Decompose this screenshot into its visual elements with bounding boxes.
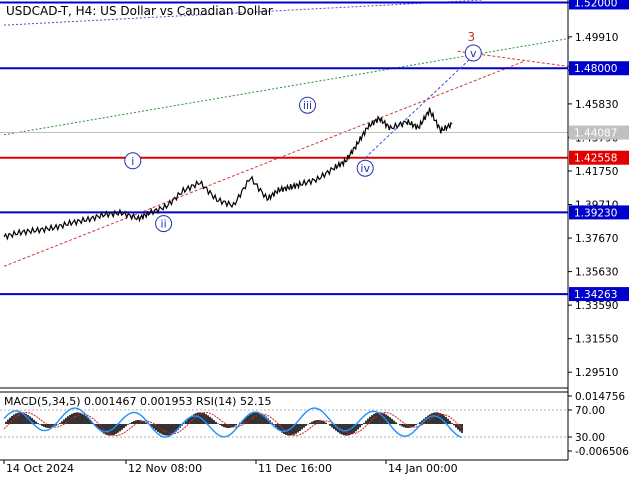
wave-degree-label: 3 — [467, 30, 475, 44]
wave-label-text: iii — [303, 99, 312, 112]
chart-title: USDCAD-T, H4: US Dollar vs Canadian Doll… — [6, 4, 273, 18]
macd-tick-label: -0.006506 — [575, 446, 629, 458]
level-price-label: 1.34263 — [574, 289, 617, 301]
level-price-tag — [569, 150, 629, 165]
wave-label-text: v — [470, 47, 477, 60]
price-line — [3, 107, 453, 241]
wave-label-circle — [299, 96, 317, 114]
price-tick-label: 1.29510 — [575, 367, 618, 379]
wave-label-text: ii — [161, 218, 167, 231]
level-price-tag — [569, 287, 629, 302]
price-tick-label: 1.41750 — [575, 166, 618, 178]
price-tick-label: 1.35630 — [575, 267, 618, 279]
rsi-line — [3, 407, 463, 439]
price-tick-label: 1.33590 — [575, 300, 618, 312]
level-price-label: 1.52000 — [574, 0, 617, 9]
level-price-tag — [569, 125, 629, 140]
price-tick-label: 1.45830 — [575, 99, 618, 111]
level-price-label: 1.39230 — [574, 207, 617, 219]
level-price-tag — [569, 205, 629, 220]
time-tick-label: 11 Dec 16:00 — [258, 462, 332, 475]
wave-label-circle — [356, 159, 374, 177]
trend-line — [3, 60, 525, 267]
level-price-tag — [569, 0, 629, 10]
wave-label-text: i — [131, 155, 134, 168]
price-tick-label: 1.31550 — [575, 334, 618, 346]
macd-signal-line — [3, 412, 463, 436]
macd-tick-label: 70.00 — [575, 405, 605, 417]
time-axis: 14 Oct 2024 12 Nov 08:00 11 Dec 16:00 14 Ja… — [0, 459, 568, 475]
macd-indicator-label: MACD(5,34,5) 0.001467 0.001953 RSI(14) 5… — [4, 395, 271, 408]
time-tick-label: 14 Jan 00:00 — [388, 462, 458, 475]
wave-label-circle — [155, 215, 173, 233]
wave-label-circle — [464, 44, 482, 62]
macd-panel: 0.014756 70.00 30.00 -0.006506 — [0, 391, 629, 458]
macd-tick-label: 30.00 — [575, 432, 605, 444]
level-price-label: 1.44087 — [574, 128, 617, 140]
level-price-label: 1.48000 — [574, 63, 617, 75]
trend-line-extension — [457, 50, 570, 68]
macd-tick-label: 0.014756 — [575, 391, 625, 403]
price-tick-label: 1.37670 — [575, 233, 618, 245]
wave-label-circle — [124, 152, 142, 170]
time-tick-label: 12 Nov 08:00 — [128, 462, 202, 475]
time-tick-label: 14 Oct 2024 — [6, 462, 74, 475]
level-price-label: 1.42558 — [574, 153, 617, 165]
level-price-tag — [569, 61, 629, 76]
wave-label-text: iv — [360, 162, 370, 175]
price-tick-label: 1.49910 — [575, 32, 618, 44]
price-axis: 1.295101.315501.335901.356301.376701.397… — [567, 0, 629, 460]
